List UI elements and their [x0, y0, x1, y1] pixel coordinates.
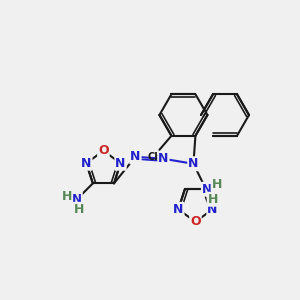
Text: N: N — [158, 152, 169, 165]
Text: N: N — [130, 150, 141, 163]
Text: N: N — [173, 203, 184, 216]
Text: O: O — [190, 215, 201, 228]
Text: N: N — [81, 157, 92, 170]
Text: N: N — [116, 157, 126, 170]
Text: CH₃: CH₃ — [148, 152, 167, 162]
Text: H: H — [62, 190, 72, 203]
Text: N: N — [202, 183, 212, 196]
Text: N: N — [188, 157, 199, 170]
Text: H: H — [212, 178, 222, 191]
Text: H: H — [208, 193, 218, 206]
Text: N: N — [207, 203, 218, 216]
Text: H: H — [74, 203, 84, 216]
Text: N: N — [72, 193, 82, 206]
Text: O: O — [98, 144, 109, 157]
